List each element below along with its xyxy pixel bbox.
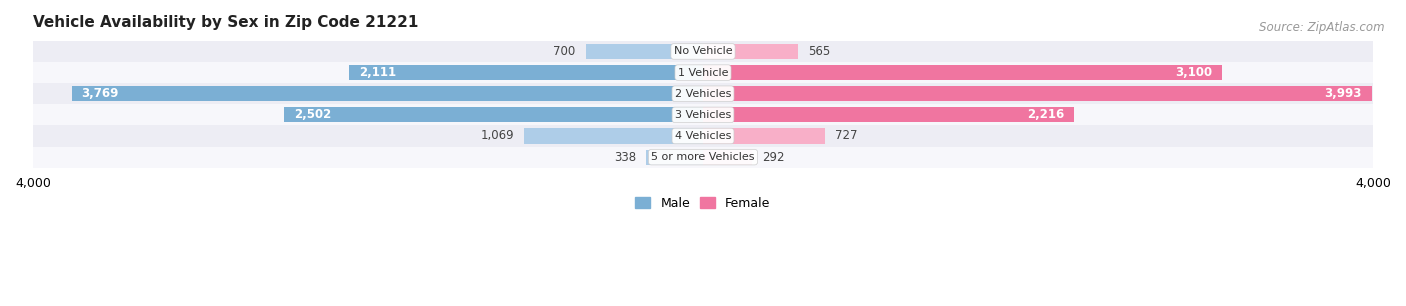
Text: 1 Vehicle: 1 Vehicle	[678, 68, 728, 78]
Legend: Male, Female: Male, Female	[630, 192, 776, 215]
Bar	[703, 86, 1372, 101]
Text: 5 or more Vehicles: 5 or more Vehicles	[651, 152, 755, 162]
Bar	[349, 65, 703, 80]
Text: 2,111: 2,111	[360, 66, 396, 79]
Bar	[524, 129, 703, 144]
Text: 3 Vehicles: 3 Vehicles	[675, 110, 731, 120]
Text: 2,216: 2,216	[1026, 108, 1064, 121]
Text: 338: 338	[614, 151, 637, 164]
Bar	[32, 104, 1374, 125]
Text: Source: ZipAtlas.com: Source: ZipAtlas.com	[1260, 21, 1385, 34]
Text: 2,502: 2,502	[294, 108, 332, 121]
Bar	[32, 147, 1374, 168]
Text: 1,069: 1,069	[481, 129, 513, 143]
Bar	[647, 150, 703, 165]
Bar	[72, 86, 703, 101]
Text: 3,993: 3,993	[1324, 87, 1362, 100]
Bar	[32, 41, 1374, 62]
Bar	[703, 150, 752, 165]
Text: 727: 727	[835, 129, 858, 143]
Text: 2 Vehicles: 2 Vehicles	[675, 89, 731, 99]
Bar	[586, 44, 703, 59]
Text: No Vehicle: No Vehicle	[673, 47, 733, 56]
Bar	[703, 65, 1222, 80]
Text: 565: 565	[807, 45, 830, 58]
Text: 4 Vehicles: 4 Vehicles	[675, 131, 731, 141]
Text: 292: 292	[762, 151, 785, 164]
Text: Vehicle Availability by Sex in Zip Code 21221: Vehicle Availability by Sex in Zip Code …	[32, 15, 419, 30]
Bar	[703, 107, 1074, 122]
Bar	[703, 44, 797, 59]
Text: 700: 700	[554, 45, 575, 58]
Bar	[32, 62, 1374, 83]
Bar	[32, 83, 1374, 104]
Bar	[703, 129, 825, 144]
Text: 3,769: 3,769	[82, 87, 120, 100]
Bar	[32, 125, 1374, 147]
Text: 3,100: 3,100	[1175, 66, 1212, 79]
Bar	[284, 107, 703, 122]
